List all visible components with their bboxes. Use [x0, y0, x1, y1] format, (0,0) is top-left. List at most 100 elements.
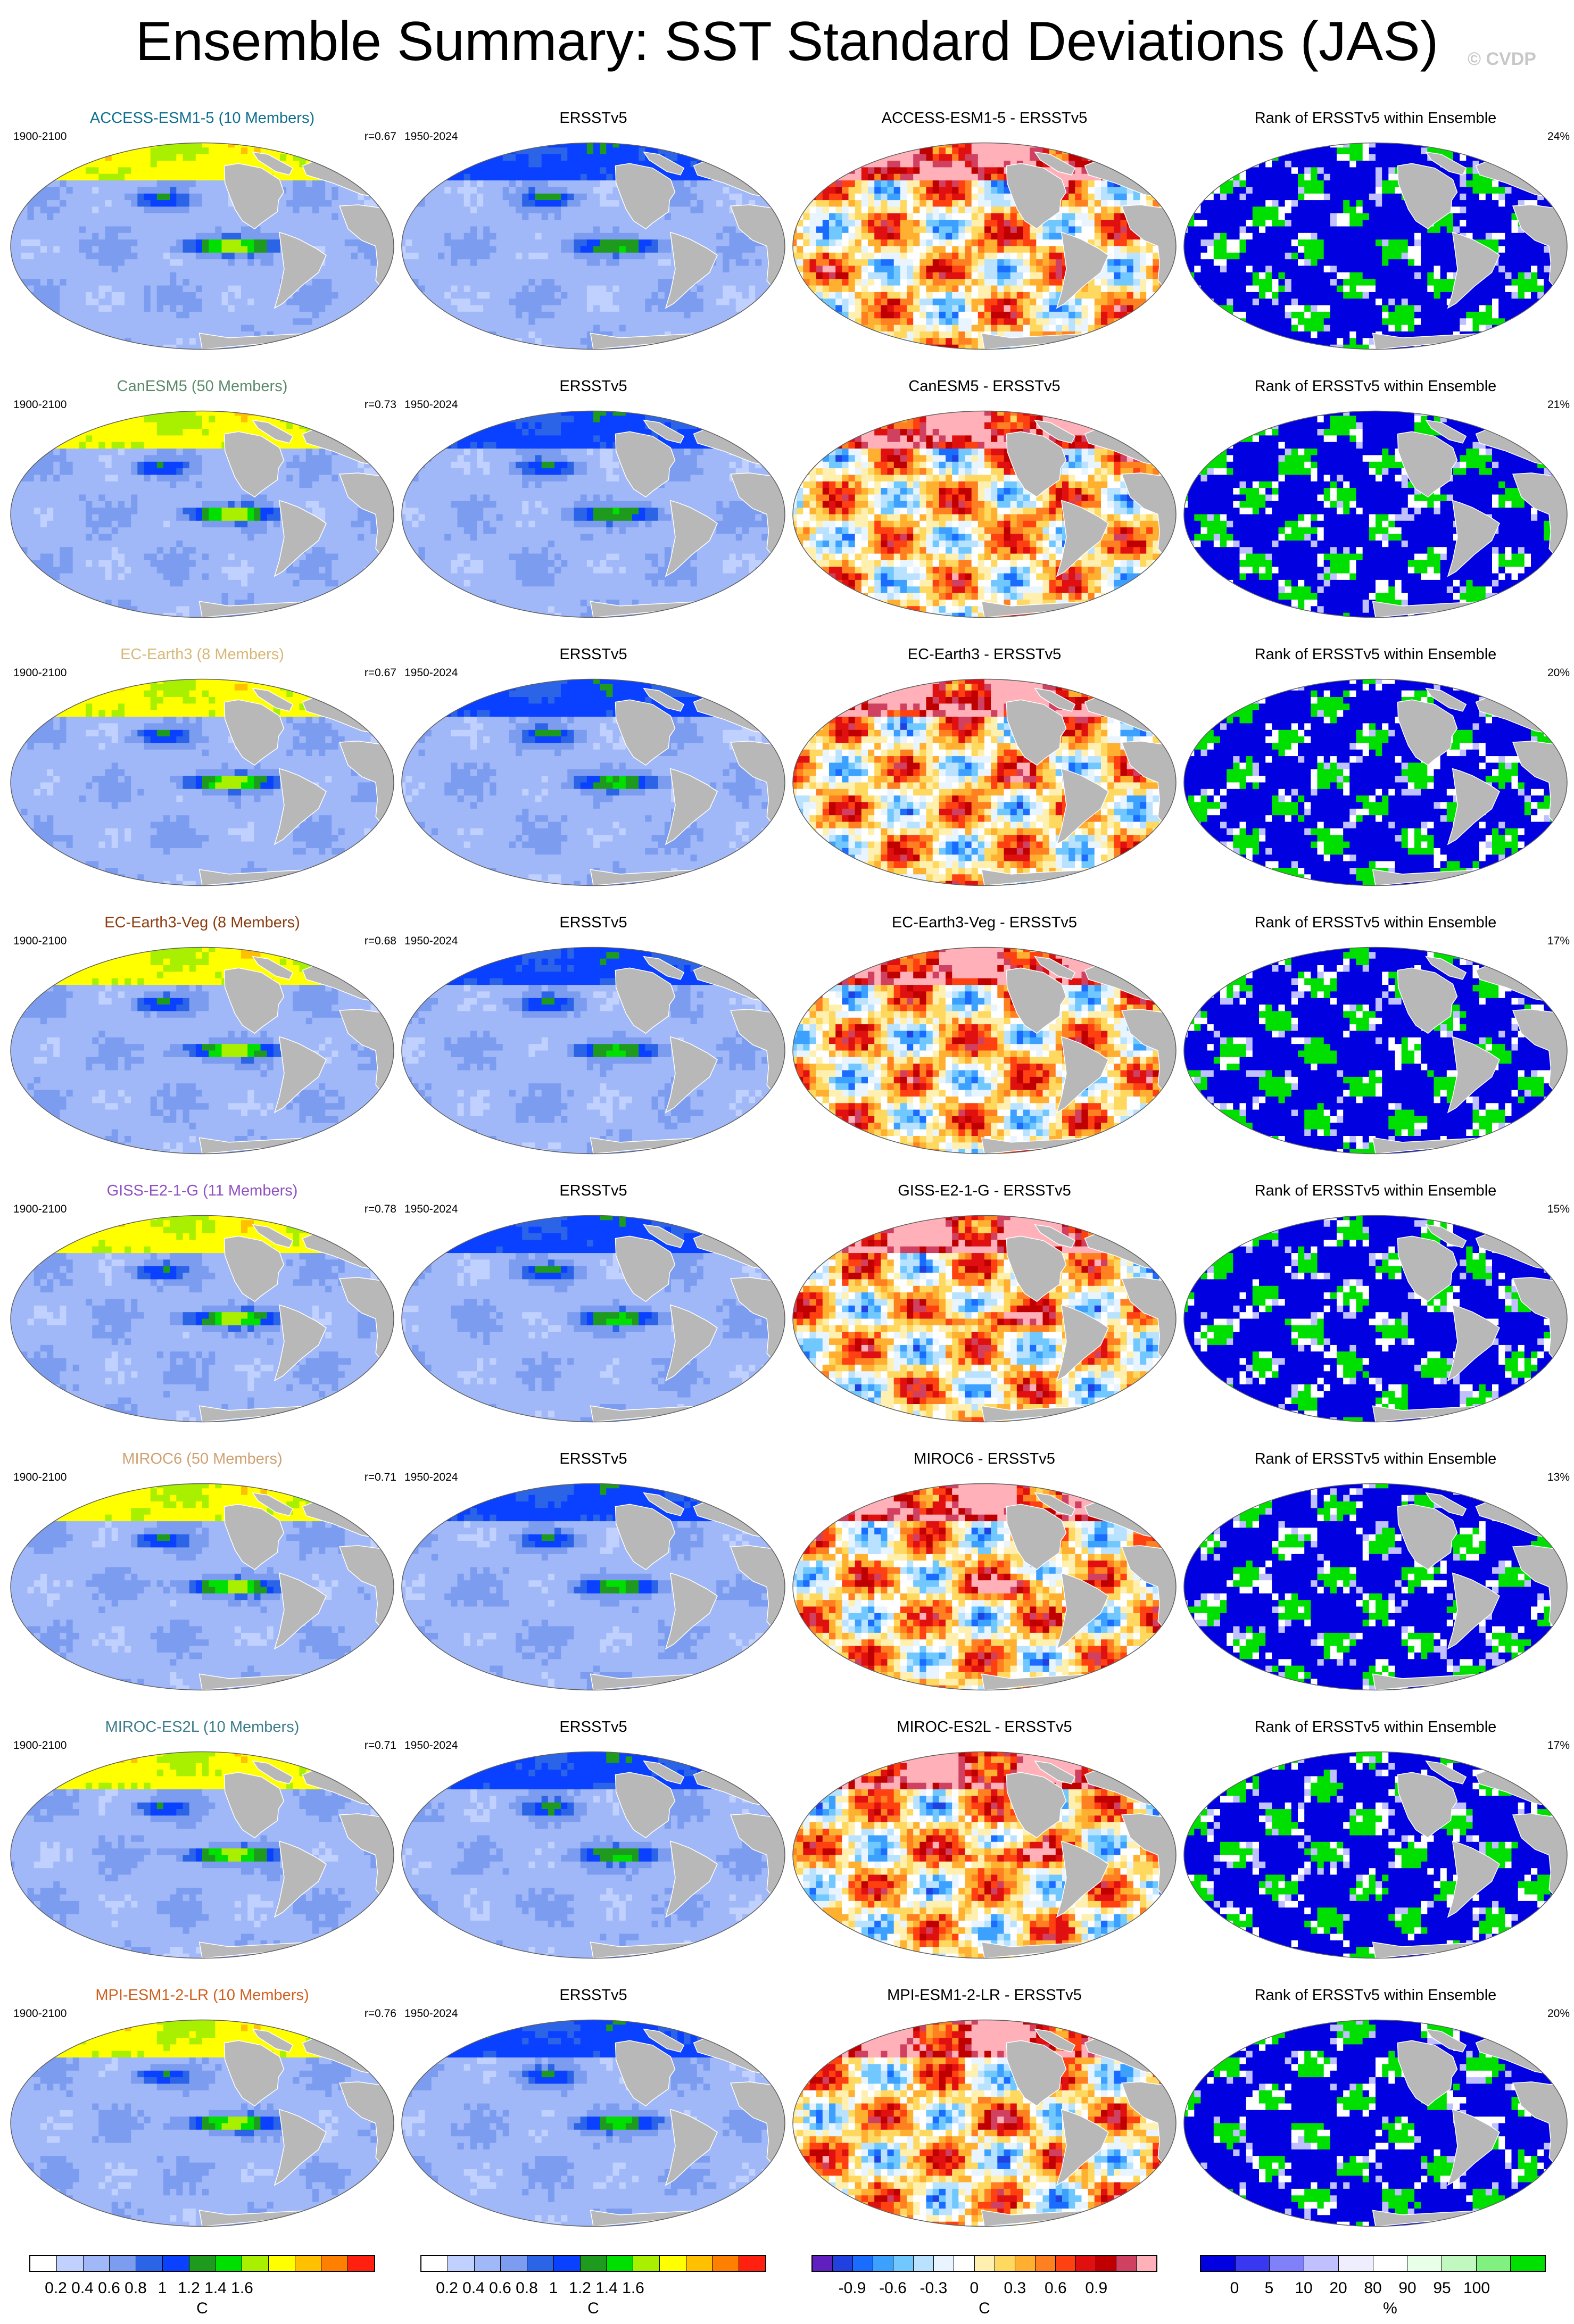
colorbar-box: [1477, 2256, 1511, 2271]
panel-title: Rank of ERSSTv5 within Ensemble: [1181, 109, 1570, 127]
panel-title: ERSSTv5: [399, 645, 788, 663]
colorbar-box: [57, 2256, 84, 2271]
panel-title: Rank of ERSSTv5 within Ensemble: [1181, 1718, 1570, 1736]
panel-title: GISS-E2-1-G (11 Members): [8, 1182, 396, 1200]
colorbar-tick: -0.9: [839, 2279, 866, 2297]
panel-title: ERSSTv5: [399, 377, 788, 395]
map-obs: [399, 2018, 788, 2228]
colorbar-box: [1076, 2256, 1096, 2271]
panel-title: MIROC-ES2L (10 Members): [8, 1718, 396, 1736]
colorbar-box: [1201, 2256, 1236, 2271]
map-obs: [399, 1214, 788, 1424]
colorbar-box: [713, 2256, 739, 2271]
panel-access-esm1-5-model: ACCESS-ESM1-5 (10 Members) 1900-2100 r=0.6…: [8, 109, 396, 359]
map-rank: [1181, 141, 1570, 351]
colorbar-unit: C: [196, 2300, 208, 2318]
colorbar-std: 0.2 0.4 0.6 0.8 1 1.2 1.4 1.6 C: [29, 2255, 375, 2272]
panel-ec-earth3-rank: Rank of ERSSTv5 within Ensemble 20%: [1181, 645, 1570, 895]
panel-title: Rank of ERSSTv5 within Ensemble: [1181, 377, 1570, 395]
map-diff: [790, 945, 1179, 1156]
panel-ec-earth3-veg-model: EC-Earth3-Veg (8 Members) 1900-2100 r=0.68: [8, 914, 396, 1164]
colorbar-tick: 0.4: [71, 2279, 94, 2297]
panel-ec-earth3-veg-diff: EC-Earth3-Veg - ERSSTv5: [790, 914, 1179, 1164]
panel-title: GISS-E2-1-G - ERSSTv5: [790, 1182, 1179, 1200]
colorbar-box: [189, 2256, 216, 2271]
map-model: [8, 945, 396, 1156]
colorbar-tick: 0.6: [1045, 2279, 1067, 2297]
map-model: [8, 1214, 396, 1424]
panel-ec-earth3-obs: ERSSTv5 1950-2024: [399, 645, 788, 895]
colorbar-box: [853, 2256, 873, 2271]
map-rank: [1181, 1482, 1570, 1692]
panel-miroc-es2l-diff: MIROC-ES2L - ERSSTv5: [790, 1718, 1179, 1968]
colorbar-unit: %: [1383, 2300, 1397, 2318]
map-diff: [790, 1750, 1179, 1960]
panel-miroc6-diff: MIROC6 - ERSSTv5: [790, 1450, 1179, 1700]
panel-title: CanESM5 - ERSSTv5: [790, 377, 1179, 395]
panel-title: Rank of ERSSTv5 within Ensemble: [1181, 1450, 1570, 1468]
panel-mpi-esm1-2-lr-obs: ERSSTv5 1950-2024: [399, 1986, 788, 2236]
colorbar-box: [686, 2256, 713, 2271]
colorbar-diff: -0.9 -0.6 -0.3 0 0.3 0.6 0.9 C: [811, 2255, 1157, 2272]
colorbar-box: [1270, 2256, 1304, 2271]
panel-giss-e2-1-g-obs: ERSSTv5 1950-2024: [399, 1182, 788, 1432]
colorbar-rank: 0 5 10 20 80 90 95 100%: [1200, 2255, 1546, 2272]
colorbar-box: [501, 2256, 527, 2271]
colorbar-box: [1442, 2256, 1477, 2271]
colorbar-tick: 0.6: [489, 2279, 511, 2297]
panel-title: EC-Earth3-Veg (8 Members): [8, 914, 396, 932]
panel-title: MIROC-ES2L - ERSSTv5: [790, 1718, 1179, 1736]
colorbar-box: [1015, 2256, 1035, 2271]
colorbar-box: [893, 2256, 914, 2271]
panel-title: ERSSTv5: [399, 914, 788, 932]
map-model: [8, 141, 396, 351]
colorbar-tick: -0.6: [879, 2279, 907, 2297]
panel-miroc-es2l-rank: Rank of ERSSTv5 within Ensemble 17%: [1181, 1718, 1570, 1968]
colorbar-box: [739, 2256, 765, 2271]
panel-miroc6-obs: ERSSTv5 1950-2024: [399, 1450, 788, 1700]
colorbar-box: [954, 2256, 974, 2271]
panel-canesm5-rank: Rank of ERSSTv5 within Ensemble 21%: [1181, 377, 1570, 627]
panel-giss-e2-1-g-diff: GISS-E2-1-G - ERSSTv5: [790, 1182, 1179, 1432]
colorbar-box: [1096, 2256, 1116, 2271]
map-obs: [399, 677, 788, 887]
panel-miroc-es2l-model: MIROC-ES2L (10 Members) 1900-2100 r=0.71: [8, 1718, 396, 1968]
colorbar-box: [581, 2256, 607, 2271]
colorbar-boxes: [1200, 2255, 1546, 2272]
colorbar-box: [136, 2256, 163, 2271]
colorbar-box: [1511, 2256, 1545, 2271]
map-obs: [399, 141, 788, 351]
colorbar-tick: 1.4: [595, 2279, 618, 2297]
colorbar-tick: 0.8: [125, 2279, 147, 2297]
colorbar-tick: 0.2: [436, 2279, 458, 2297]
colorbar-tick: 1.2: [569, 2279, 591, 2297]
panel-title: ACCESS-ESM1-5 - ERSSTv5: [790, 109, 1179, 127]
colorbar-tick: 1: [158, 2279, 167, 2297]
colorbar-box: [813, 2256, 833, 2271]
map-rank: [1181, 1750, 1570, 1960]
panel-mpi-esm1-2-lr-rank: Rank of ERSSTv5 within Ensemble 20%: [1181, 1986, 1570, 2236]
map-diff: [790, 409, 1179, 619]
panel-title: ERSSTv5: [399, 1182, 788, 1200]
panel-title: CanESM5 (50 Members): [8, 377, 396, 395]
map-model: [8, 409, 396, 619]
colorbar-box: [995, 2256, 1015, 2271]
map-obs: [399, 1482, 788, 1692]
map-model: [8, 2018, 396, 2228]
panel-miroc6-model: MIROC6 (50 Members) 1900-2100 r=0.71: [8, 1450, 396, 1700]
map-rank: [1181, 409, 1570, 619]
colorbar-box: [554, 2256, 581, 2271]
map-obs: [399, 409, 788, 619]
map-obs: [399, 945, 788, 1156]
colorbar-box: [833, 2256, 853, 2271]
colorbar-box: [934, 2256, 954, 2271]
map-diff: [790, 2018, 1179, 2228]
panel-title: EC-Earth3 (8 Members): [8, 645, 396, 663]
panel-miroc-es2l-obs: ERSSTv5 1950-2024: [399, 1718, 788, 1968]
colorbar-tick: 0.8: [516, 2279, 538, 2297]
colorbar-tick: 0.3: [1004, 2279, 1026, 2297]
colorbar-box: [216, 2256, 242, 2271]
colorbar-box: [110, 2256, 136, 2271]
colorbar-tick: 0: [970, 2279, 979, 2297]
colorbar-box: [873, 2256, 893, 2271]
